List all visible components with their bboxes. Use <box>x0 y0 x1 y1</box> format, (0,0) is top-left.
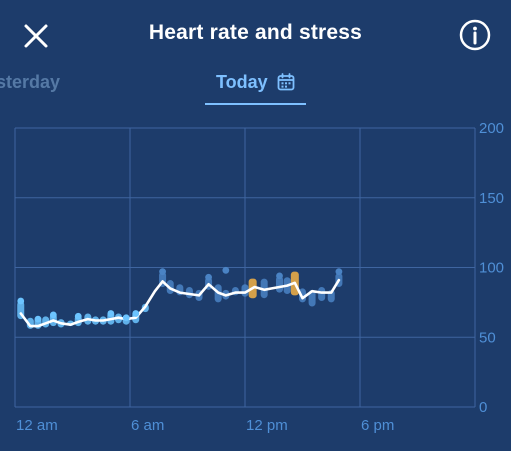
x-tick-label: 12 pm <box>246 417 288 434</box>
heart-rate-chart: 0 50 100 150 200 12 am 6 am 12 pm 6 pm <box>14 120 504 434</box>
tab-yesterday[interactable]: sterday <box>0 72 61 92</box>
hr-sample-dot <box>205 273 212 281</box>
heart-rate-line <box>19 278 341 328</box>
hr-sample-dot <box>107 310 115 317</box>
hr-sample-dot <box>335 268 343 276</box>
y-tick-label: 0 <box>479 399 487 416</box>
hr-range-bar <box>260 278 268 299</box>
y-tick-label: 200 <box>479 120 504 137</box>
close-button[interactable] <box>18 18 54 54</box>
top-bar: Heart rate and stress <box>0 0 511 64</box>
hr-sample-dot <box>49 311 57 319</box>
hr-sample-dot <box>74 312 82 320</box>
hr-range-bar <box>318 287 326 301</box>
hr-sample-dot <box>122 314 130 322</box>
tab-today[interactable]: Today <box>205 72 306 105</box>
hr-sample-dot <box>276 272 283 280</box>
tab-today-label: Today <box>216 72 268 92</box>
close-icon <box>24 24 48 48</box>
hr-sample-dot <box>132 310 140 317</box>
page-title: Heart rate and stress <box>148 21 363 44</box>
hr-sample-dot <box>159 268 166 276</box>
x-tick-label: 12 am <box>16 417 58 434</box>
y-tick-label: 50 <box>479 329 496 346</box>
info-button[interactable] <box>458 18 492 52</box>
y-tick-label: 150 <box>479 190 504 207</box>
x-tick-label: 6 pm <box>361 417 394 434</box>
calendar-icon <box>277 73 295 91</box>
hr-sample-dot <box>222 266 230 274</box>
info-icon <box>459 19 491 51</box>
hr-sample-dot <box>34 315 42 323</box>
y-tick-label: 100 <box>479 260 504 277</box>
hr-sample-dot <box>17 297 25 305</box>
x-tick-label: 6 am <box>131 417 164 434</box>
